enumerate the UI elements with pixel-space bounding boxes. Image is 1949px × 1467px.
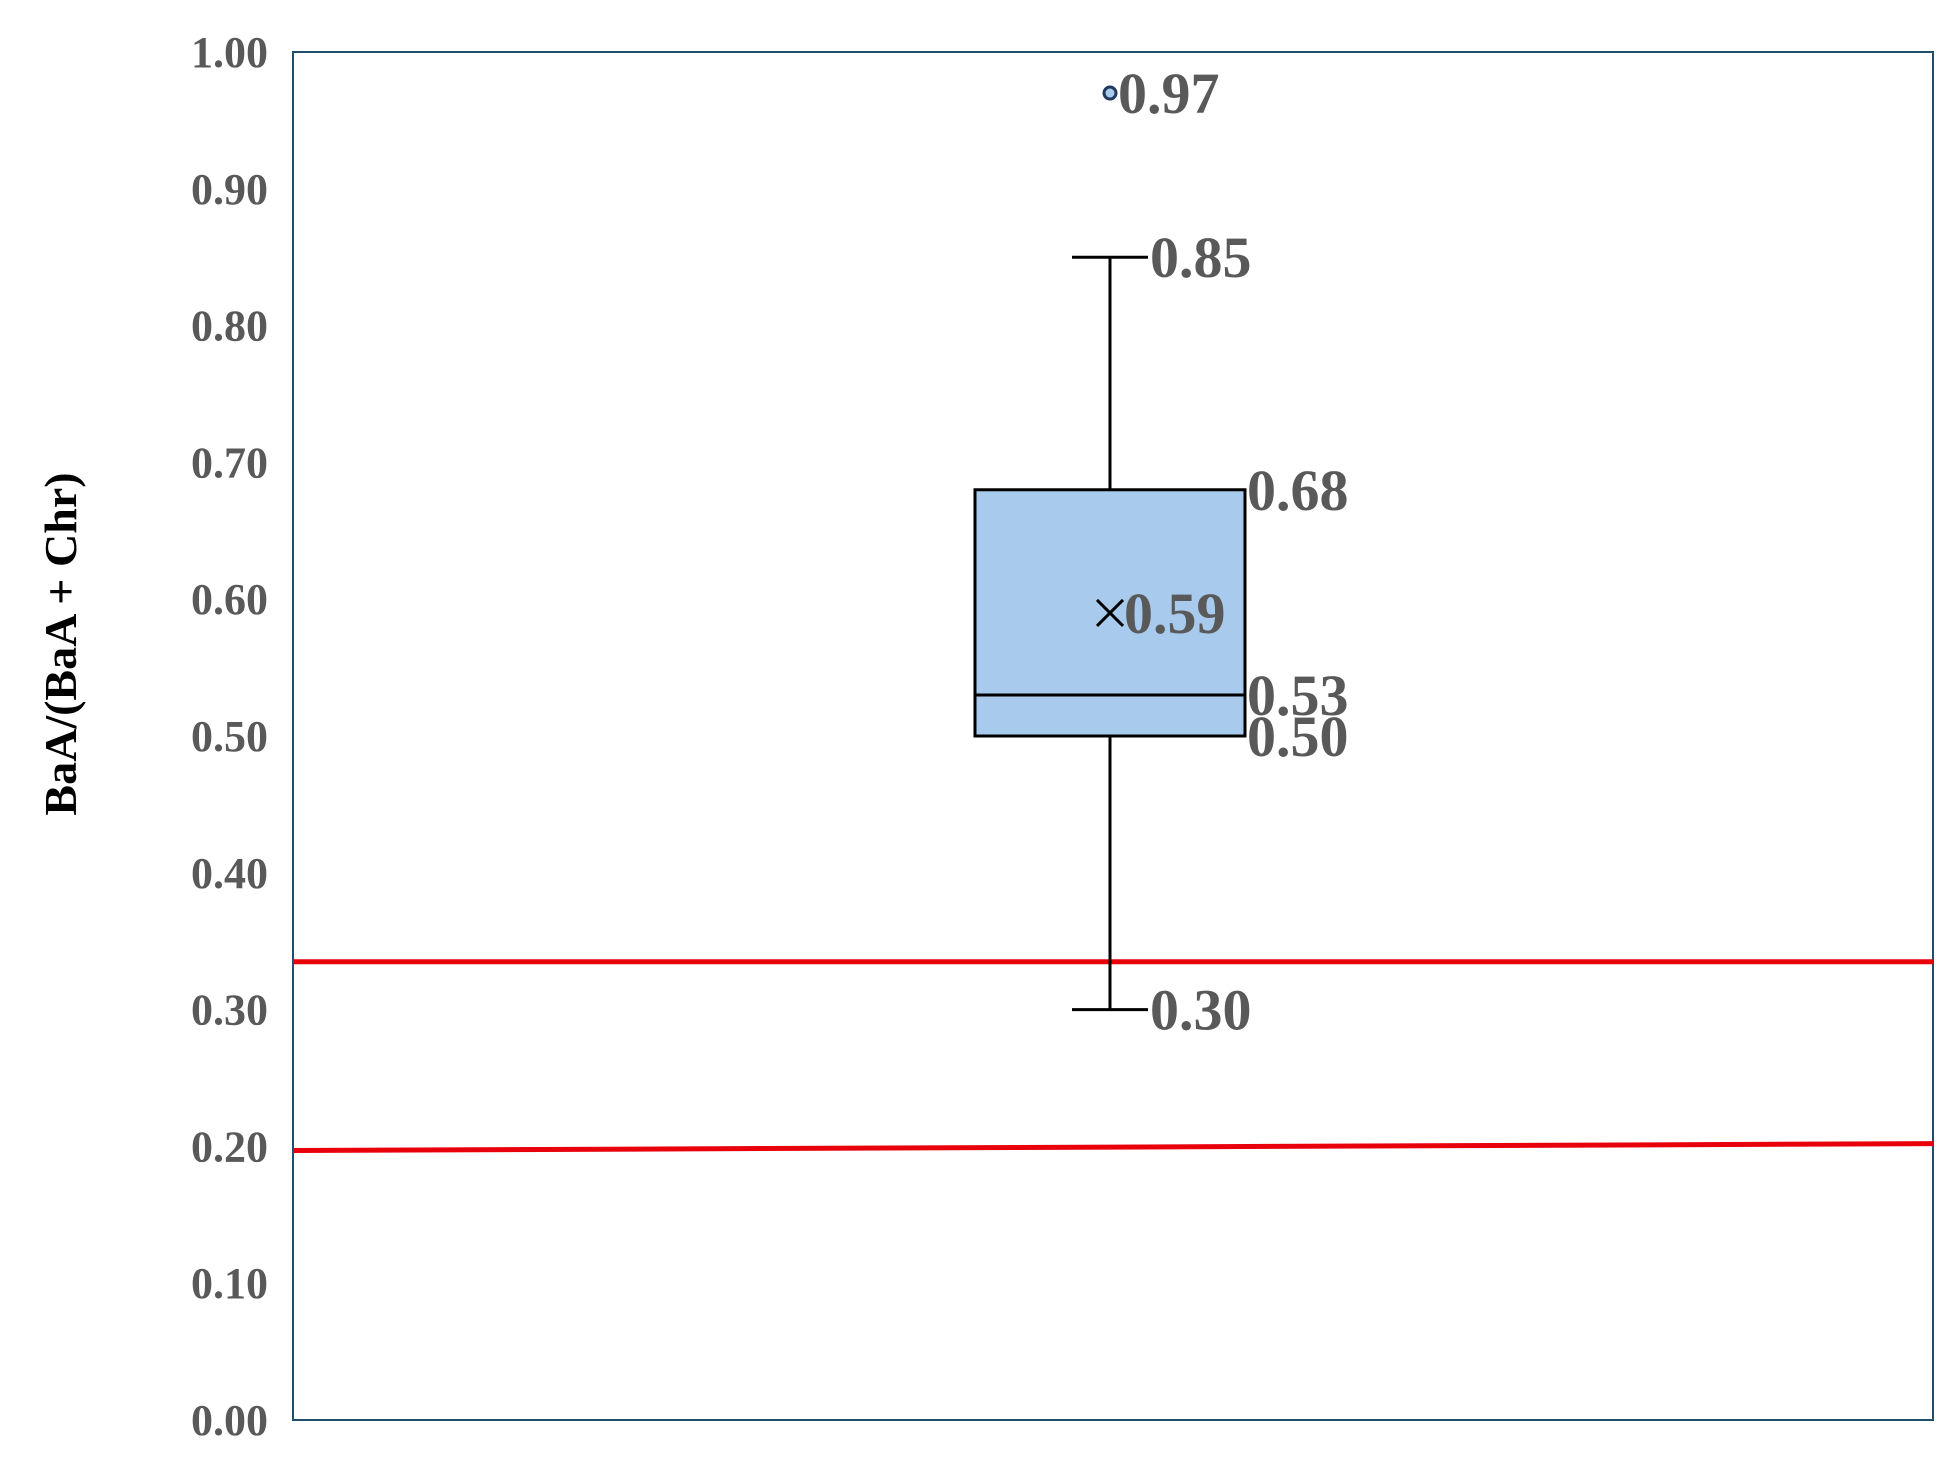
y-tick-label: 0.40 [191, 849, 268, 898]
y-tick-label: 0.60 [191, 575, 268, 624]
data-label-q1: 0.50 [1247, 704, 1349, 769]
y-tick-label: 1.00 [191, 28, 268, 77]
box-plot [973, 85, 1247, 1012]
reference-line-2 [292, 1141, 1934, 1154]
data-label-mean: 0.59 [1124, 581, 1226, 646]
data-label-outlier: 0.97 [1118, 61, 1220, 126]
y-tick-label: 0.10 [191, 1259, 268, 1308]
y-tick-label: 0.80 [191, 302, 268, 351]
data-labels: 0.97 0.85 0.68 0.59 0.530.50 0.30 [1118, 61, 1349, 1043]
data-label-whisker_low: 0.30 [1150, 978, 1252, 1043]
y-axis-title: BaA/(BaA + Chr) [35, 472, 86, 815]
y-tick-label: 0.50 [191, 712, 268, 761]
outlier-point [1102, 85, 1118, 101]
y-tick-label: 0.30 [191, 986, 268, 1035]
y-tick-label: 0.70 [191, 438, 268, 487]
y-tick-label: 0.00 [191, 1396, 268, 1445]
data-label-median: 0.53 [1247, 663, 1349, 728]
reference-lines [292, 959, 1934, 1154]
mean-marker [1095, 598, 1125, 627]
y-tick-label: 0.20 [191, 1122, 268, 1171]
y-tick-label: 0.90 [191, 165, 268, 214]
y-axis-tick-labels: 0.00 0.10 0.20 0.30 0.40 0.50 0.60 0.70 0.80 0.90… [191, 28, 268, 1445]
data-label-whisker_high: 0.85 [1150, 225, 1252, 290]
data-label-q3: 0.68 [1247, 458, 1349, 523]
